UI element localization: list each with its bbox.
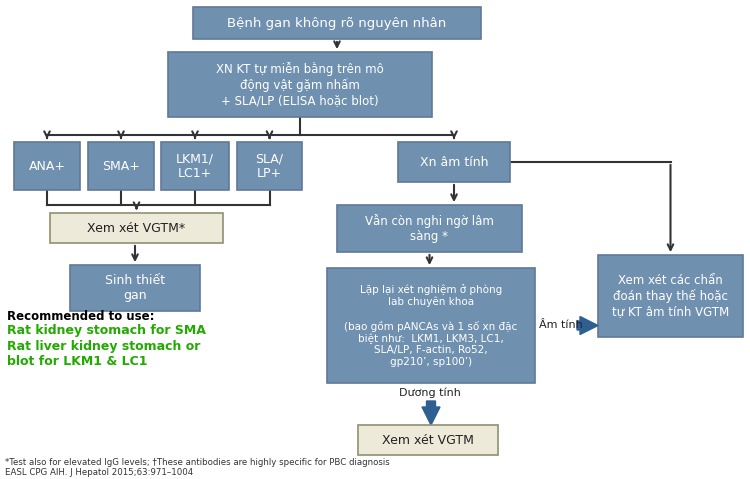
Polygon shape: [422, 401, 440, 425]
FancyBboxPatch shape: [358, 425, 498, 455]
Text: ANA+: ANA+: [28, 160, 65, 172]
Text: Rat liver kidney stomach or
blot for LKM1 & LC1: Rat liver kidney stomach or blot for LKM…: [7, 340, 200, 368]
Text: Xem xét các chẩn
đoán thay thế hoặc
tự KT âm tính VGTM: Xem xét các chẩn đoán thay thế hoặc tự K…: [612, 274, 729, 318]
Text: *Test also for elevated IgG levels; †These antibodies are highly specific for PB: *Test also for elevated IgG levels; †The…: [5, 458, 390, 467]
Text: EASL CPG AIH. J Hepatol 2015;63:971–1004: EASL CPG AIH. J Hepatol 2015;63:971–1004: [5, 468, 194, 477]
FancyBboxPatch shape: [337, 205, 522, 252]
FancyBboxPatch shape: [327, 268, 535, 383]
Text: Dương tính: Dương tính: [399, 388, 460, 399]
Text: Sinh thiết
gan: Sinh thiết gan: [105, 274, 165, 302]
Text: Xem xét VGTM: Xem xét VGTM: [382, 433, 474, 446]
FancyBboxPatch shape: [193, 7, 481, 39]
FancyBboxPatch shape: [398, 142, 510, 182]
FancyBboxPatch shape: [14, 142, 80, 190]
FancyBboxPatch shape: [598, 255, 743, 337]
Text: Lặp lại xét nghiệm ở phòng
lab chuyên khoa

(bao gồm pANCAs và 1 số xn đặc
biệt : Lặp lại xét nghiệm ở phòng lab chuyên kh…: [344, 284, 518, 367]
Text: Recommended to use:: Recommended to use:: [7, 310, 154, 323]
FancyBboxPatch shape: [88, 142, 154, 190]
Text: LKM1/
LC1+: LKM1/ LC1+: [176, 152, 214, 180]
Text: SMA+: SMA+: [102, 160, 140, 172]
Polygon shape: [577, 317, 598, 334]
Text: XN KT tự miễn bằng trên mô
động vật gặm nhấm
+ SLA/LP (ELISA hoặc blot): XN KT tự miễn bằng trên mô động vật gặm …: [216, 62, 384, 107]
FancyBboxPatch shape: [237, 142, 302, 190]
FancyBboxPatch shape: [161, 142, 229, 190]
Text: Rat kidney stomach for SMA: Rat kidney stomach for SMA: [7, 324, 206, 337]
FancyBboxPatch shape: [50, 213, 223, 243]
Text: Xem xét VGTM*: Xem xét VGTM*: [88, 221, 185, 235]
Text: Âm tính: Âm tính: [539, 320, 583, 331]
Text: Xn âm tính: Xn âm tính: [420, 156, 488, 169]
Text: SLA/
LP+: SLA/ LP+: [256, 152, 284, 180]
Text: Bệnh gan không rõ nguyên nhân: Bệnh gan không rõ nguyên nhân: [227, 16, 447, 30]
FancyBboxPatch shape: [168, 52, 432, 117]
Text: Vẫn còn nghi ngờ lâm
sàng *: Vẫn còn nghi ngờ lâm sàng *: [365, 214, 494, 243]
FancyBboxPatch shape: [70, 265, 200, 311]
